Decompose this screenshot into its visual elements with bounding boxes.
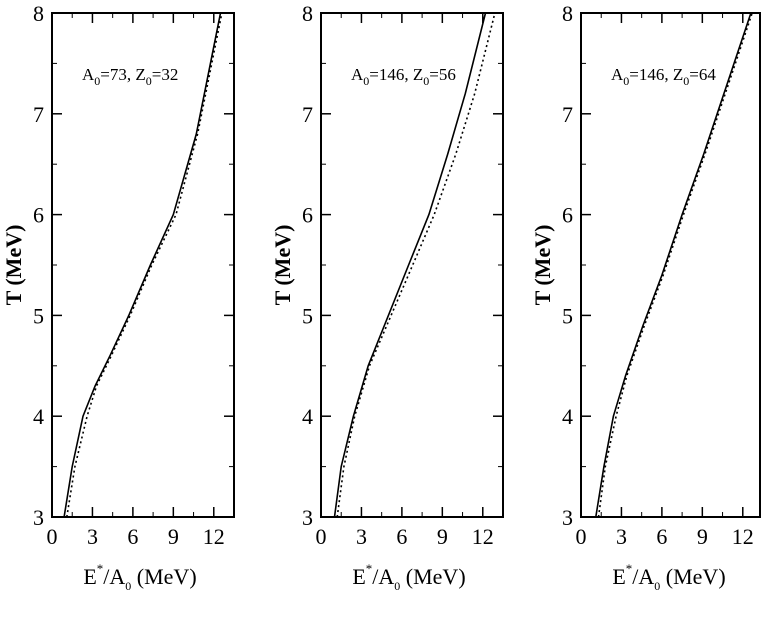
annotation-z-sub: 0 (146, 74, 152, 88)
annotation-a: A (82, 65, 95, 84)
x-tick-label: 3 (87, 524, 98, 549)
y-tick-label: 3 (302, 505, 313, 530)
annotation-z-value: =32 (152, 65, 179, 84)
x-label-e: E (83, 564, 96, 589)
y-tick-label: 4 (562, 404, 573, 429)
annotation-z: Z (135, 65, 145, 84)
y-tick-label: 4 (302, 404, 313, 429)
x-tick-label: 12 (472, 524, 494, 549)
y-tick-label: 3 (562, 505, 573, 530)
series-solid-line (595, 12, 752, 518)
x-axis-label: E*/A0 (MeV) (612, 561, 725, 593)
y-tick-label: 5 (302, 303, 313, 328)
x-tick-label: 6 (656, 524, 667, 549)
y-tick-label: 7 (302, 102, 313, 127)
series-dotted-line (66, 12, 223, 518)
y-tick-label: 6 (562, 203, 573, 228)
y-tick-label: 7 (562, 102, 573, 127)
y-tick-label: 6 (33, 203, 44, 228)
x-label-star: * (366, 561, 373, 576)
x-label-unit: (MeV) (660, 564, 725, 589)
x-axis-label: E*/A0 (MeV) (352, 561, 465, 593)
x-tick-label: 9 (437, 524, 448, 549)
x-tick-label: 3 (616, 524, 627, 549)
y-tick-label: 5 (33, 303, 44, 328)
x-axis-label: E*/A0 (MeV) (83, 561, 196, 593)
annotation-a-value: =146, (629, 65, 673, 84)
x-label-a: /A (103, 564, 125, 589)
x-label-sub: 0 (394, 579, 400, 593)
x-label-sub: 0 (654, 579, 660, 593)
plot-frame (51, 12, 235, 518)
y-tick-label: 8 (302, 1, 313, 26)
x-tick-label: 6 (127, 524, 138, 549)
x-label-star: * (97, 561, 104, 576)
annotation-a-value: =146, (369, 65, 413, 84)
x-label-a: /A (372, 564, 394, 589)
annotation-a-sub: 0 (623, 74, 629, 88)
x-tick-label: 12 (732, 524, 754, 549)
x-tick-label: 0 (47, 524, 58, 549)
annotation-z: Z (413, 65, 423, 84)
panel-annotation: A0=146, Z0=56 (351, 65, 456, 88)
x-label-star: * (626, 561, 633, 576)
annotation-z-sub: 0 (683, 74, 689, 88)
x-tick-label: 0 (576, 524, 587, 549)
panel-annotation: A0=73, Z0=32 (82, 65, 178, 88)
y-tick-label: 8 (33, 1, 44, 26)
annotation-z-sub: 0 (423, 74, 429, 88)
annotation-a-value: =73, (100, 65, 135, 84)
x-label-e: E (612, 564, 625, 589)
y-tick-label: 5 (562, 303, 573, 328)
annotation-z: Z (673, 65, 683, 84)
y-tick-label: 4 (33, 404, 44, 429)
annotation-a-sub: 0 (94, 74, 100, 88)
annotation-z-value: =64 (689, 65, 716, 84)
x-tick-label: 6 (396, 524, 407, 549)
y-tick-label: 7 (33, 102, 44, 127)
x-tick-label: 3 (356, 524, 367, 549)
x-label-a: /A (632, 564, 654, 589)
y-axis-label: T (MeV) (270, 225, 295, 306)
series-dotted-line (336, 12, 496, 518)
x-tick-label: 9 (697, 524, 708, 549)
x-label-unit: (MeV) (400, 564, 465, 589)
x-label-e: E (352, 564, 365, 589)
annotation-a: A (351, 65, 364, 84)
x-label-unit: (MeV) (131, 564, 196, 589)
x-label-sub: 0 (125, 579, 131, 593)
plot-frame (320, 12, 504, 518)
y-tick-label: 6 (302, 203, 313, 228)
series-solid-line (63, 12, 222, 518)
series-solid-line (333, 12, 487, 518)
series-dotted-line (597, 12, 753, 518)
annotation-a-sub: 0 (363, 74, 369, 88)
annotation-z-value: =56 (429, 65, 456, 84)
x-tick-label: 9 (168, 524, 179, 549)
y-axis-label: T (MeV) (1, 225, 26, 306)
panel-annotation: A0=146, Z0=64 (611, 65, 716, 88)
y-axis-label: T (MeV) (530, 225, 555, 306)
x-tick-label: 0 (316, 524, 327, 549)
x-tick-label: 12 (203, 524, 225, 549)
y-tick-label: 3 (33, 505, 44, 530)
annotation-a: A (611, 65, 624, 84)
y-tick-label: 8 (562, 1, 573, 26)
